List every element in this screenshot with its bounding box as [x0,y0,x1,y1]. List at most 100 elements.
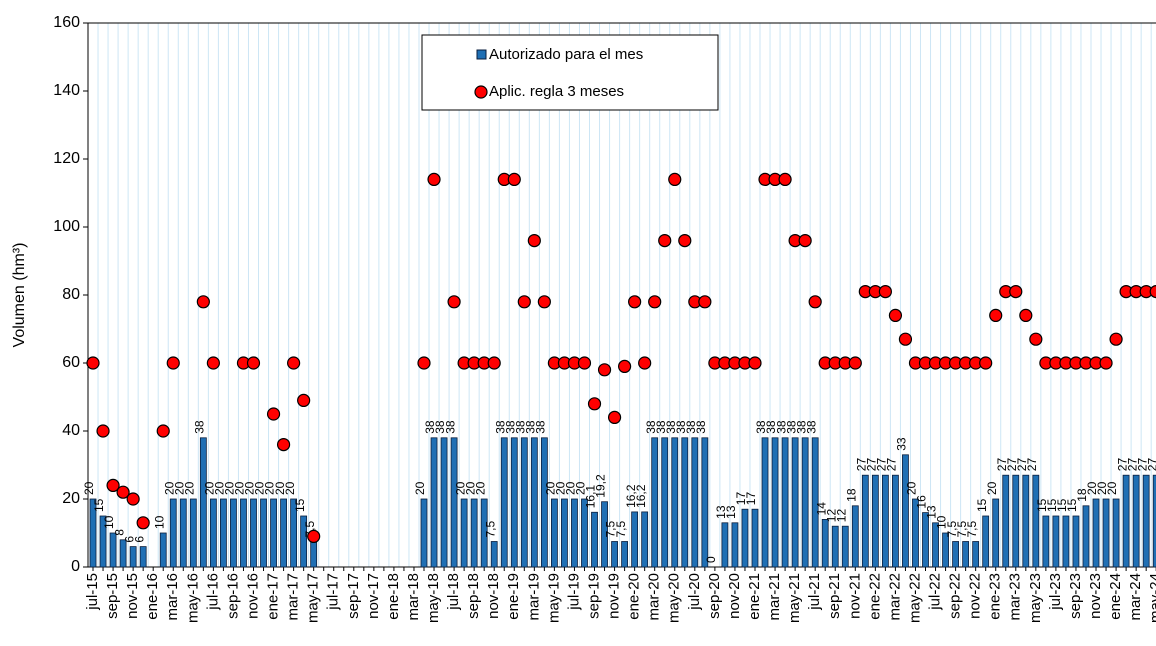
x-tick-label: ene-22 [866,573,883,620]
bar-value-label: 17 [744,492,758,506]
bar-value-label: 16,2 [624,484,638,508]
bar [189,498,197,568]
dot [1029,332,1043,346]
bar [159,532,167,568]
x-tick-label: nov-23 [1087,573,1104,619]
dot [166,356,180,370]
dot [628,295,642,309]
bar-value-label: 7,5 [965,520,979,537]
bar-value-label: 15 [1065,498,1079,512]
dot [658,234,672,248]
bar-value-label: 15 [1035,498,1049,512]
x-tick-label: sep-22 [947,573,964,619]
x-tick-label: may-23 [1027,573,1044,623]
bar [510,437,518,568]
bar [480,498,488,568]
x-tick-label: may-17 [305,573,322,623]
x-tick-label: sep-16 [224,573,241,619]
bar [139,546,147,568]
bar-value-label: 20 [453,481,467,495]
bar [611,541,618,568]
bar-value-label: 27 [1115,458,1129,472]
bar [420,498,428,568]
x-tick-label: may-22 [906,573,923,623]
bar [902,454,909,568]
bar-value-label: 8 [112,529,126,536]
bar-value-label: 20 [905,481,919,495]
dot [577,356,592,370]
bar-value-label: 20 [273,481,287,495]
dot [1009,285,1023,299]
x-tick-label: sep-21 [826,573,843,619]
bar [831,525,839,568]
bar-value-label: 0 [704,556,718,563]
x-tick-label: jul-15 [84,573,101,611]
bar-value-label: 20 [554,481,568,495]
bar [982,515,990,568]
x-tick-label: nov-19 [606,573,623,619]
y-tick-label: 80 [62,286,80,303]
bar [591,511,598,568]
dot [698,295,712,309]
bar-value-label: 38 [193,420,207,434]
bar-value-label: 38 [513,420,527,434]
dot [266,407,281,421]
bar [270,498,277,568]
bar-value-label: 38 [804,420,818,434]
x-tick-label: sep-18 [465,573,482,619]
dot [778,172,792,186]
bar [771,437,779,568]
bar [631,511,639,568]
y-tick-label: 120 [53,150,80,167]
x-tick-label: may-21 [786,573,803,623]
x-tick-label: may-20 [666,573,683,623]
bar-value-label: 38 [493,420,507,434]
bar-value-label: 38 [524,420,538,434]
bar-value-label: 20 [544,481,558,495]
bar-value-label: 20 [253,481,267,495]
dot [878,285,892,299]
bar-value-label: 20 [985,481,999,495]
bar-value-label: 10 [935,515,949,529]
x-tick-label: nov-20 [726,573,743,619]
bar-value-label: 20 [1095,481,1109,495]
bar-value-label: 18 [844,488,858,502]
bar [260,498,267,568]
bar-value-label: 7,5 [614,520,628,537]
bar-value-label: 12 [824,509,838,523]
x-tick-label: jul-23 [1047,573,1064,611]
bar [1012,474,1020,568]
bar-value-label: 38 [534,420,548,434]
bar [651,437,659,568]
bar-value-label: 27 [875,458,889,472]
x-tick-label: ene-21 [746,573,763,620]
bar [1122,474,1130,568]
bar [731,522,739,568]
y-axis-label: Volumen (hm³) [11,243,28,348]
bar-value-label: 6 [132,536,146,543]
bar [220,498,227,568]
x-tick-label: nov-17 [365,573,382,619]
bar-value-label: 27 [1125,458,1139,472]
dot [618,359,632,373]
x-tick-label: mar-20 [646,573,663,621]
dot [246,356,261,370]
bar [881,474,889,568]
bar-value-label: 10 [102,515,116,529]
bar [932,522,939,568]
bar-value-label: 20 [1105,481,1119,495]
dot [417,356,431,370]
bar [641,511,649,568]
bar-value-label: 38 [764,420,778,434]
bar [89,498,97,568]
bar-value-label: 20 [463,481,477,495]
bar [972,541,980,568]
legend-label: Aplic. regla 3 meses [489,83,624,100]
bar [892,474,899,568]
dot [116,485,130,499]
bar [561,498,568,568]
bar [1132,474,1140,568]
x-tick-label: ene-17 [265,573,282,620]
bar [1022,474,1030,568]
x-tick-label: mar-16 [164,573,181,621]
